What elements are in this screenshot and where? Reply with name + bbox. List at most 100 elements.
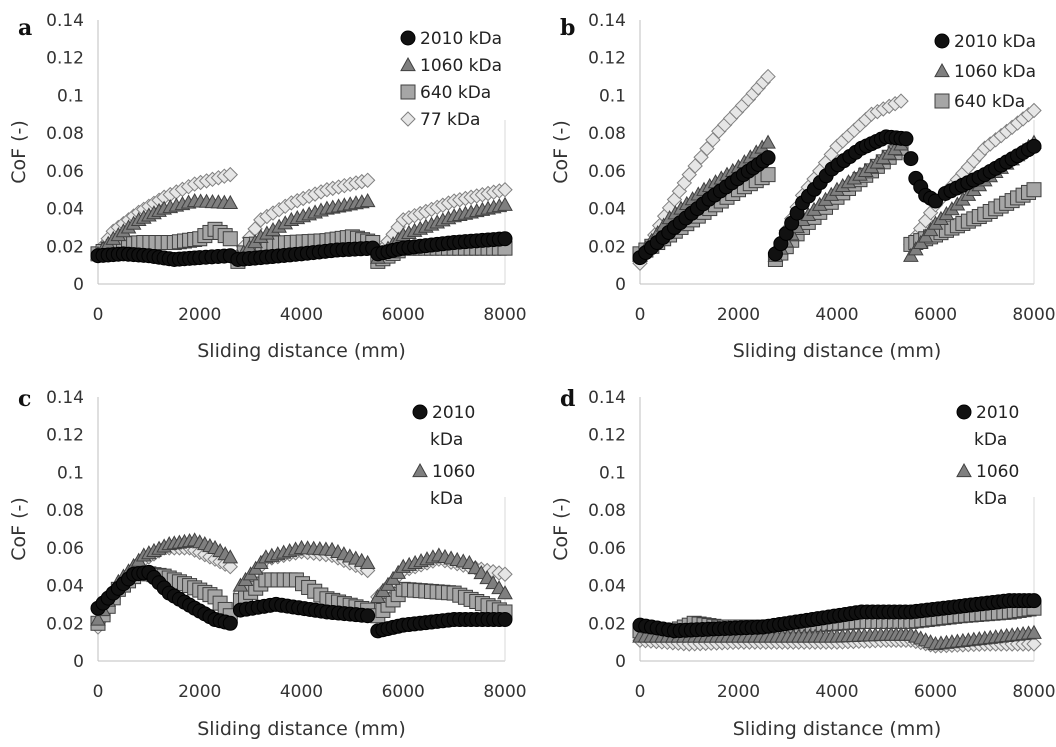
y-tick-label: 0.12 — [588, 426, 626, 446]
data-point — [222, 194, 239, 210]
y-tick-label: 0.1 — [57, 463, 84, 483]
legend-label: 1060 kDa — [954, 62, 1036, 82]
legend-marker — [934, 93, 950, 109]
series-2010-kda — [90, 564, 513, 639]
y-tick-label: 0.04 — [588, 577, 626, 597]
y-tick-label: 0.14 — [588, 11, 626, 31]
legend-marker — [400, 30, 416, 46]
legend: 2010 kDa 1060 kDa 640 kDa — [934, 32, 1036, 112]
legend: 2010 kDa 1060 kDa — [956, 403, 1019, 509]
data-point — [222, 166, 238, 183]
legend-marker — [934, 33, 950, 49]
x-tick-label: 0 — [93, 682, 104, 702]
y-tick-label: 0.08 — [588, 124, 626, 144]
x-tick-label: 4000 — [815, 682, 858, 702]
y-tick-label: 0.12 — [588, 49, 626, 69]
x-tick-label: 2000 — [717, 682, 760, 702]
y-tick-label: 0.14 — [588, 388, 626, 408]
series-2010-kda — [90, 231, 513, 267]
legend-marker — [412, 404, 428, 420]
data-point — [222, 615, 238, 631]
y-tick-label: 0.06 — [588, 162, 626, 182]
legend-marker — [956, 462, 972, 478]
data-point — [760, 134, 776, 149]
y-tick-label: 0.02 — [46, 614, 84, 634]
x-tick-label: 6000 — [914, 682, 957, 702]
legend-label: 640 kDa — [954, 92, 1025, 112]
series-1060-kda — [632, 624, 1042, 651]
y-tick-label: 0 — [73, 275, 84, 295]
panel-label: a — [18, 15, 32, 41]
legend-label-unit: kDa — [430, 430, 463, 450]
x-tick-label: 8000 — [1012, 305, 1055, 325]
legend-label: 77 kDa — [420, 110, 480, 130]
y-tick-label: 0.1 — [599, 463, 626, 483]
legend-label-unit: kDa — [974, 489, 1007, 509]
data-point — [360, 608, 376, 624]
x-tick-label: 8000 — [483, 305, 526, 325]
chart-panel-a: 0 0.02 0.04 0.06 0.08 0.1 0.12 0.14 0 2000 4000 600… — [8, 11, 527, 362]
data-point — [359, 554, 376, 570]
legend-marker — [956, 404, 972, 420]
data-point — [497, 182, 513, 198]
y-tick-label: 0.06 — [588, 539, 626, 559]
panel-label: d — [560, 386, 575, 412]
data-point — [1026, 636, 1042, 652]
x-tick-label: 8000 — [483, 682, 526, 702]
y-tick-label: 0.12 — [46, 49, 84, 69]
x-tick-label: 0 — [635, 305, 646, 325]
x-tick-label: 6000 — [382, 682, 425, 702]
legend: 2010 kDa 1060 kDa 640 kDa 77 kDa — [400, 29, 502, 130]
data-point — [90, 611, 106, 626]
legend-label: 2010 kDa — [420, 29, 502, 49]
data-point — [898, 131, 914, 147]
x-tick-label: 0 — [93, 305, 104, 325]
legend-label: 2010 — [432, 403, 475, 423]
data-point — [1026, 102, 1042, 119]
y-axis-label: CoF (-) — [8, 120, 30, 184]
data-point — [893, 93, 909, 109]
x-tick-label: 4000 — [280, 682, 323, 702]
data-point — [497, 585, 513, 600]
legend-marker — [412, 462, 428, 478]
data-point — [760, 167, 776, 183]
y-tick-label: 0.08 — [46, 124, 84, 144]
data-point — [1026, 138, 1042, 154]
data-point — [497, 612, 513, 628]
legend-label-unit: kDa — [430, 489, 463, 509]
chart-panel-b: 0 0.02 0.04 0.06 0.08 0.1 0.12 0.14 0 2000 4000 600… — [550, 11, 1056, 362]
y-tick-label: 0.12 — [46, 426, 84, 446]
data-point — [1026, 182, 1042, 198]
data-point — [497, 196, 513, 211]
legend-label: 1060 kDa — [420, 56, 502, 76]
y-axis-label: CoF (-) — [550, 497, 572, 561]
panel-label: c — [18, 386, 31, 412]
data-point — [222, 549, 239, 564]
series-2010-kda — [632, 593, 1042, 639]
data-point — [903, 151, 919, 167]
chart-panel-c: 0 0.02 0.04 0.06 0.08 0.1 0.12 0.14 0 2000 4000 600… — [8, 386, 527, 740]
legend-label: 640 kDa — [420, 83, 491, 103]
chart-panel-d: 0 0.02 0.04 0.06 0.08 0.1 0.12 0.14 0 2000 4000 600… — [550, 386, 1056, 740]
legend-label: 2010 — [976, 403, 1019, 423]
x-tick-label: 2000 — [178, 682, 221, 702]
legend-marker — [400, 56, 416, 72]
data-point — [359, 172, 376, 188]
y-tick-label: 0 — [615, 275, 626, 295]
y-axis-label: CoF (-) — [550, 120, 572, 184]
data-point — [928, 193, 943, 209]
panel-label: b — [560, 15, 575, 41]
x-tick-label: 6000 — [914, 305, 957, 325]
y-tick-label: 0.04 — [46, 200, 84, 220]
y-tick-label: 0.14 — [46, 11, 84, 31]
y-tick-label: 0.02 — [588, 237, 626, 257]
y-tick-label: 0.08 — [588, 501, 626, 521]
data-point — [1026, 624, 1042, 639]
data-point — [1026, 593, 1042, 609]
legend-marker — [400, 84, 416, 100]
data-point — [760, 150, 776, 166]
data-point — [760, 68, 776, 85]
y-tick-label: 0 — [73, 652, 84, 672]
x-axis-label: Sliding distance (mm) — [197, 340, 406, 362]
